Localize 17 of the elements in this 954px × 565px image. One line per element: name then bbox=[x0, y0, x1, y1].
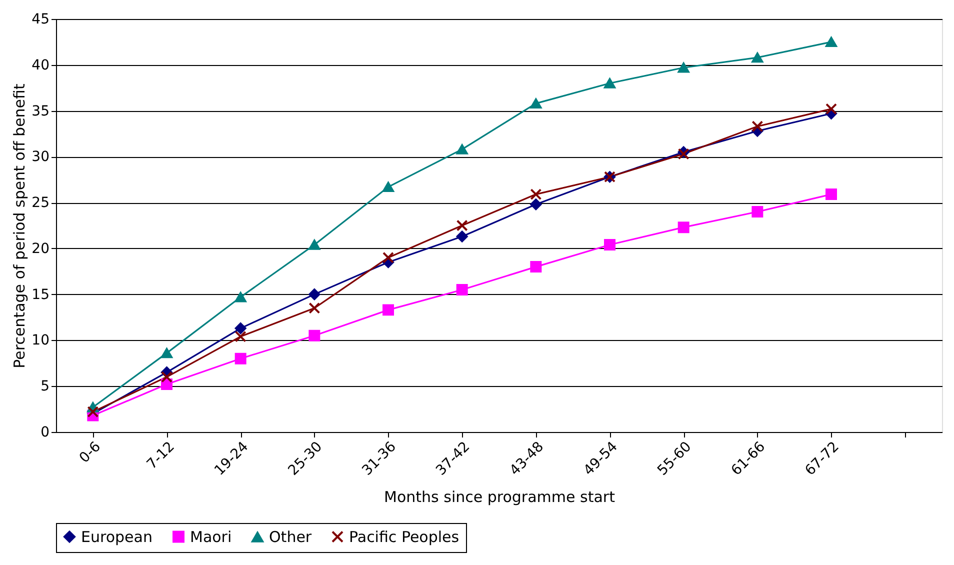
y-tick-label: 35 bbox=[32, 103, 50, 120]
y-tick-label: 25 bbox=[32, 195, 50, 212]
y-tick-label: 20 bbox=[32, 240, 50, 257]
legend-label: European bbox=[81, 528, 152, 546]
x-tick-label: 0-6 bbox=[76, 438, 104, 466]
y-tick-label: 30 bbox=[32, 149, 50, 166]
y-tick-label: 45 bbox=[32, 12, 50, 28]
y-tick-label: 5 bbox=[40, 378, 50, 395]
y-axis-title: Percentage of period spent off benefit bbox=[10, 84, 29, 368]
y-tick-label: 0 bbox=[40, 424, 50, 440]
y-tick-label: 10 bbox=[32, 332, 50, 349]
legend-label: Maori bbox=[190, 528, 232, 546]
y-tick-label: 40 bbox=[32, 57, 50, 74]
x-axis-title: Months since programme start bbox=[384, 488, 616, 506]
legend-label: Other bbox=[269, 528, 312, 546]
legend-label: Pacific Peoples bbox=[349, 528, 460, 546]
y-tick-label: 15 bbox=[32, 286, 50, 303]
